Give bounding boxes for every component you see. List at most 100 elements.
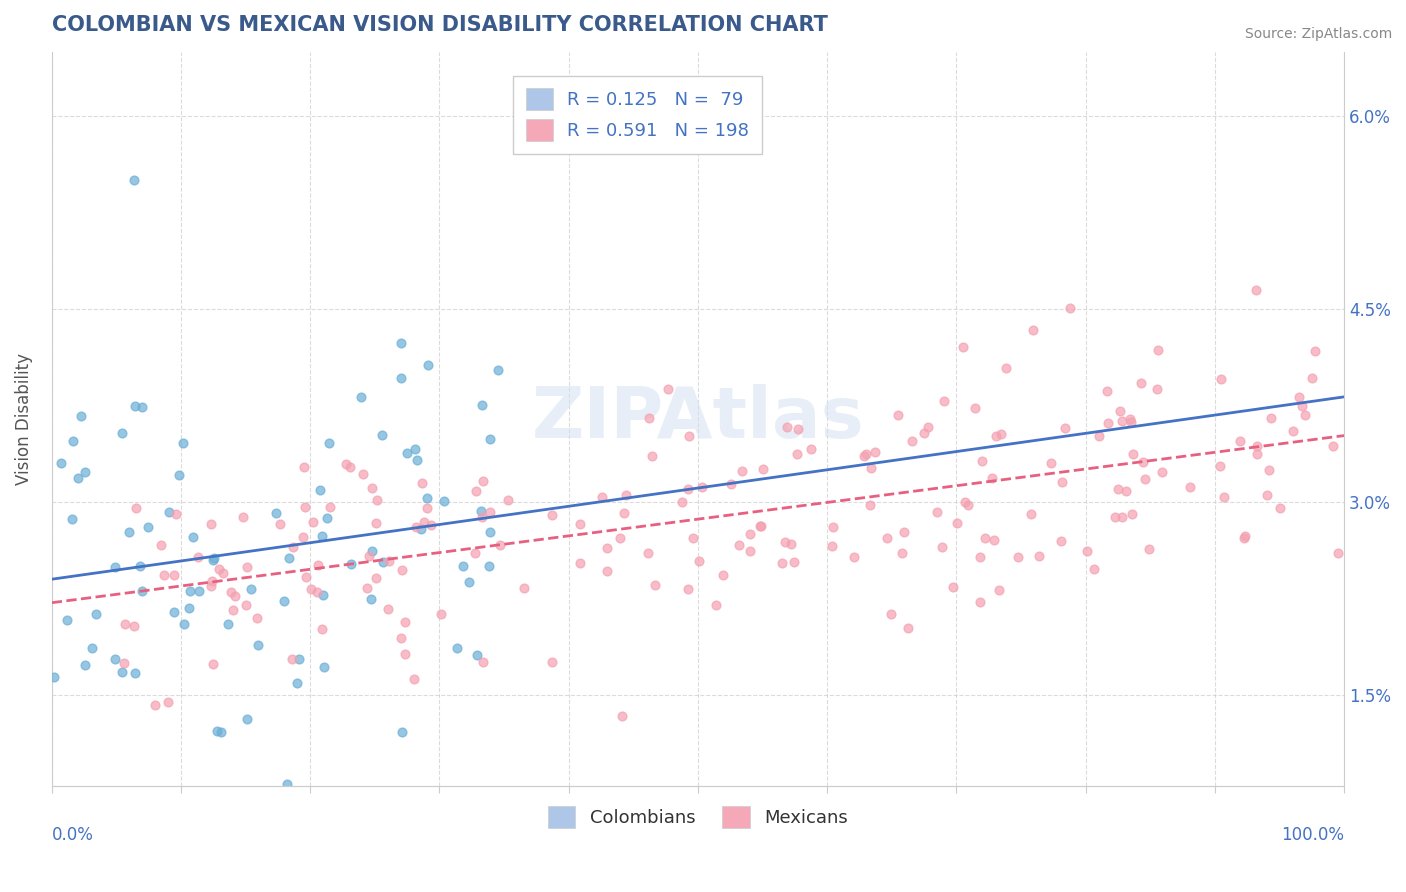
Point (366, 493, 388, 508)
Point (377, 602, 399, 616)
Point (952, 340, 974, 354)
Point (179, 600, 201, 615)
Point (335, 457, 357, 471)
Point (70, 409, 93, 423)
Point (990, 427, 1012, 442)
Point (917, 419, 939, 434)
Point (1132, 455, 1154, 469)
Point (152, 568, 174, 582)
Point (780, 537, 803, 551)
Point (969, 550, 991, 565)
Point (614, 487, 637, 501)
Point (129, 559, 152, 574)
Point (731, 464, 754, 478)
Point (131, 400, 153, 414)
Point (596, 565, 619, 579)
Point (676, 582, 699, 597)
Text: 100.0%: 100.0% (1281, 826, 1344, 844)
Point (221, 585, 243, 599)
Point (179, 584, 201, 599)
Point (239, 582, 262, 596)
Point (409, 522, 432, 536)
Point (340, 557, 363, 571)
Point (245, 611, 267, 625)
Point (136, 520, 159, 534)
Point (269, 517, 291, 532)
Point (720, 476, 742, 491)
Point (395, 446, 418, 460)
Point (972, 454, 994, 468)
Text: COLOMBIAN VS MEXICAN VISION DISABILITY CORRELATION CHART: COLOMBIAN VS MEXICAN VISION DISABILITY C… (52, 15, 828, 35)
Point (315, 510, 337, 524)
Point (1291, 399, 1313, 413)
Point (236, 559, 259, 574)
Point (464, 546, 486, 560)
Point (980, 471, 1002, 485)
Point (690, 480, 713, 494)
Point (897, 621, 920, 635)
Point (859, 498, 882, 512)
Point (1256, 488, 1278, 502)
Point (391, 563, 413, 577)
Point (112, 656, 135, 670)
Point (125, 500, 148, 515)
Point (124, 399, 146, 413)
Point (118, 524, 141, 539)
Point (211, 566, 233, 580)
Point (394, 615, 416, 629)
Point (512, 581, 534, 595)
Point (202, 657, 225, 672)
Point (912, 425, 935, 440)
Point (156, 695, 179, 709)
Point (1246, 438, 1268, 452)
Point (994, 361, 1017, 376)
Point (987, 582, 1010, 597)
Point (301, 515, 323, 529)
Point (411, 476, 433, 491)
Point (942, 580, 965, 594)
Legend: Colombians, Mexicans: Colombians, Mexicans (541, 798, 855, 835)
Point (800, 442, 823, 457)
Point (157, 505, 180, 519)
Point (638, 411, 661, 425)
Point (236, 712, 259, 726)
Point (1233, 531, 1256, 545)
Point (1111, 510, 1133, 524)
Point (1028, 549, 1050, 564)
Point (167, 467, 190, 482)
Point (963, 401, 986, 416)
Point (308, 483, 330, 498)
Point (486, 363, 509, 377)
Point (541, 656, 564, 670)
Point (131, 584, 153, 599)
Point (1059, 301, 1081, 316)
Point (247, 638, 270, 652)
Point (478, 505, 501, 519)
Point (893, 524, 915, 539)
Point (471, 509, 494, 524)
Point (776, 420, 799, 434)
Point (465, 484, 488, 499)
Point (285, 675, 308, 690)
Point (1007, 549, 1029, 564)
Point (887, 409, 910, 423)
Point (1121, 507, 1143, 521)
Point (96, 869, 118, 883)
Point (371, 555, 394, 569)
Point (62, 434, 84, 448)
Point (496, 493, 519, 508)
Point (295, 569, 318, 583)
Point (644, 578, 666, 592)
Point (821, 539, 844, 553)
Point (122, 173, 145, 187)
Point (60, 512, 83, 526)
Point (773, 534, 796, 549)
Point (1234, 529, 1257, 543)
Point (641, 449, 664, 463)
Point (406, 453, 429, 467)
Point (232, 510, 254, 524)
Point (276, 777, 298, 791)
Point (678, 429, 700, 443)
Point (339, 459, 361, 474)
Point (264, 506, 287, 520)
